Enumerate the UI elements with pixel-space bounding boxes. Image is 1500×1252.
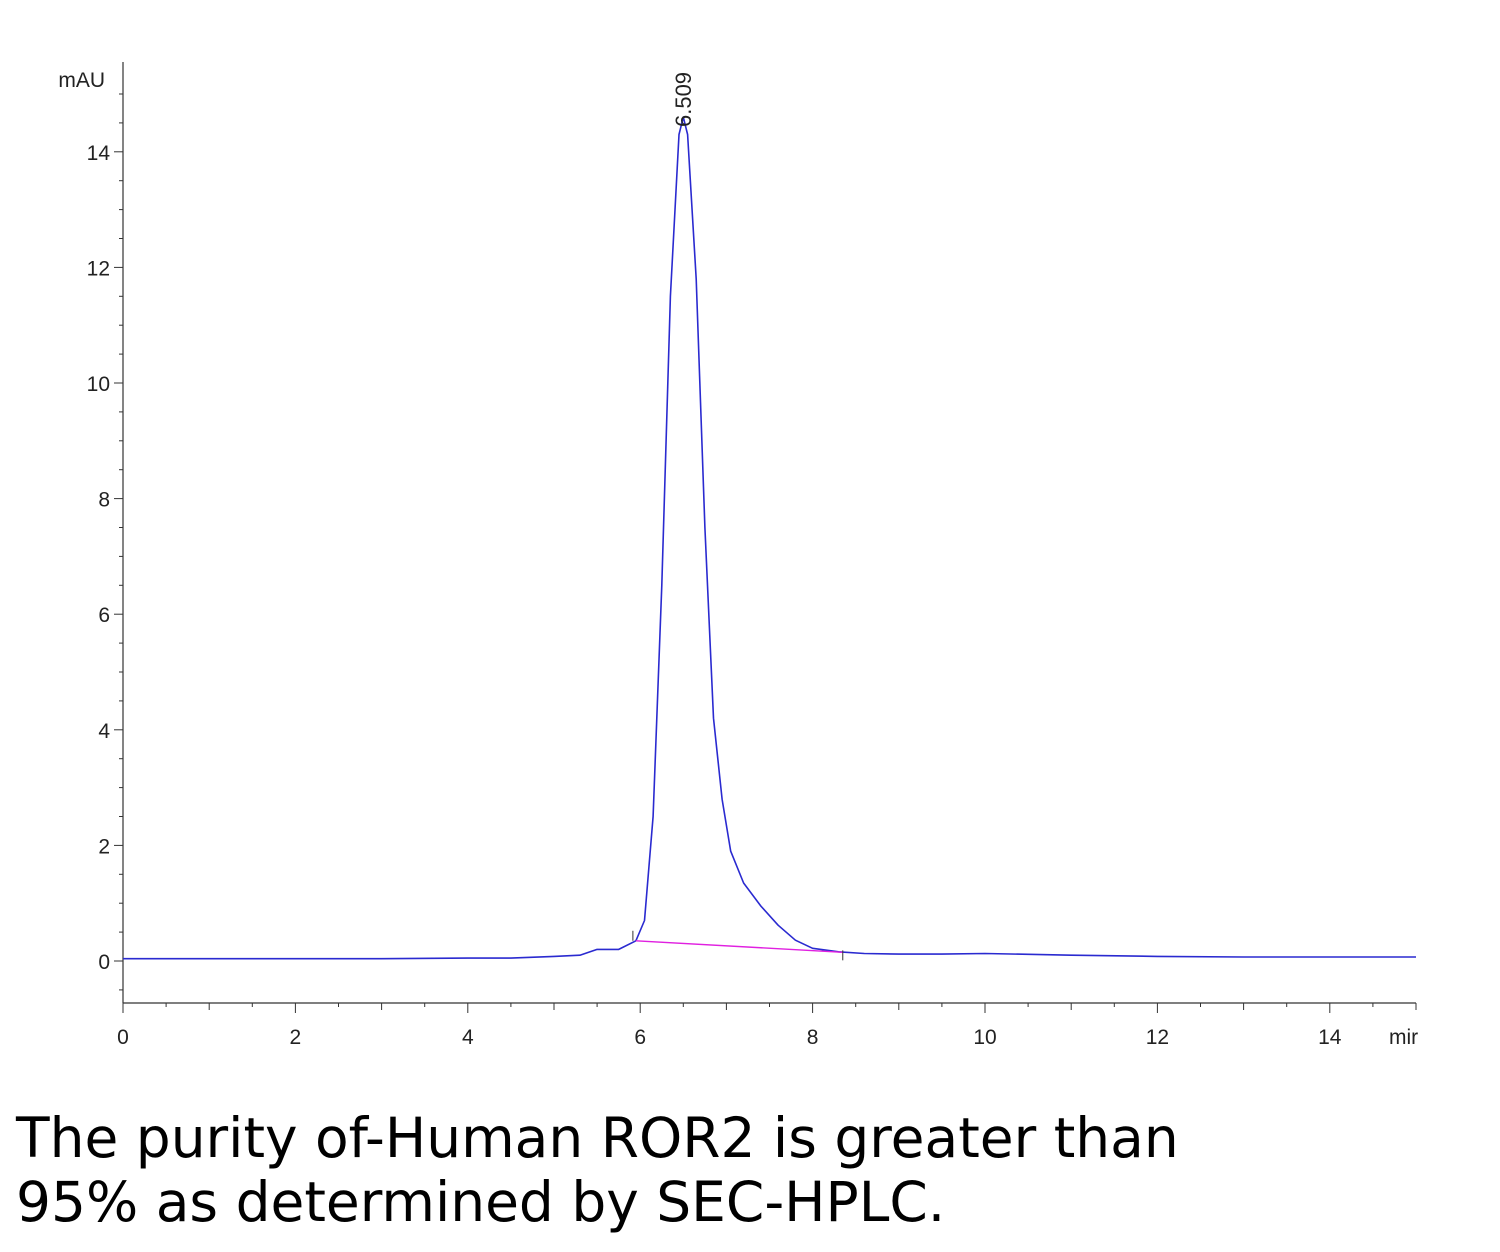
chromatogram-chart: 0 2 4 6 8 10 12 14 0 2 4 6 8 10 12 14 6.509 mAU mir — [58, 62, 1418, 1049]
chart-tick-labels: 0 2 4 6 8 10 12 14 0 2 4 6 8 10 12 14 — [87, 142, 1342, 1049]
y-tick-label: 10 — [87, 373, 110, 396]
y-tick-label: 6 — [98, 604, 110, 627]
x-axis-unit-label: mir — [1389, 1026, 1418, 1049]
x-tick-label: 6 — [634, 1026, 646, 1049]
x-tick-label: 0 — [117, 1026, 129, 1049]
y-tick-label: 0 — [98, 951, 110, 974]
purity-caption: The purity of-Human ROR2 is greater than… — [16, 1106, 1476, 1234]
chart-axes — [122, 62, 1416, 1004]
y-tick-label: 12 — [87, 257, 110, 280]
x-tick-label: 14 — [1318, 1026, 1342, 1049]
chart-series: 6.509 — [123, 72, 1416, 961]
x-tick-label: 8 — [807, 1026, 819, 1049]
x-tick-label: 12 — [1146, 1026, 1169, 1049]
chart-ticks — [114, 93, 1417, 1013]
chromatogram-trace — [123, 116, 1416, 960]
x-tick-label: 4 — [462, 1026, 474, 1049]
y-axis-unit-label: mAU — [58, 69, 105, 92]
y-tick-label: 14 — [87, 142, 111, 165]
y-tick-label: 4 — [98, 720, 110, 743]
y-tick-label: 2 — [98, 835, 110, 858]
baseline-integration-line — [635, 940, 843, 953]
y-tick-label: 8 — [98, 489, 110, 512]
x-tick-label: 2 — [290, 1026, 302, 1049]
caption-line-1: The purity of-Human ROR2 is greater than — [16, 1106, 1179, 1170]
peak-retention-label: 6.509 — [671, 72, 696, 127]
caption-line-2: 95% as determined by SEC-HPLC. — [16, 1170, 946, 1234]
x-tick-label: 10 — [973, 1026, 996, 1049]
